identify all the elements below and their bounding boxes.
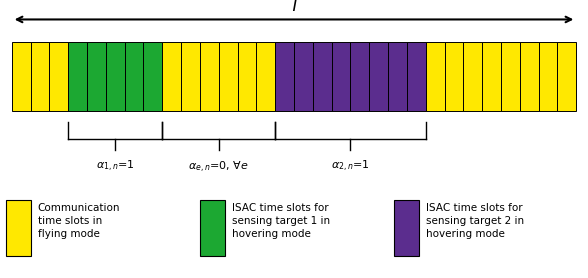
Bar: [463, 42, 482, 111]
Text: ISAC time slots for
sensing target 2 in
hovering mode: ISAC time slots for sensing target 2 in …: [426, 203, 524, 239]
Bar: [87, 42, 106, 111]
Bar: [332, 42, 350, 111]
Text: $\alpha_{1,n}$=1: $\alpha_{1,n}$=1: [96, 158, 135, 173]
Text: Communication
time slots in
flying mode: Communication time slots in flying mode: [38, 203, 120, 239]
Bar: [68, 42, 87, 111]
Bar: [501, 42, 520, 111]
Bar: [256, 42, 275, 111]
Bar: [426, 42, 445, 111]
Bar: [557, 42, 576, 111]
Bar: [143, 42, 162, 111]
Bar: [125, 42, 143, 111]
Bar: [49, 42, 68, 111]
Bar: [350, 42, 369, 111]
Text: T: T: [289, 0, 299, 14]
Text: $\alpha_{e,n}$=0, $\forall e$: $\alpha_{e,n}$=0, $\forall e$: [188, 158, 249, 175]
Bar: [407, 42, 426, 111]
Bar: [181, 42, 200, 111]
Bar: [200, 200, 225, 256]
Bar: [520, 42, 539, 111]
Bar: [369, 42, 388, 111]
Text: $\alpha_{2,n}$=1: $\alpha_{2,n}$=1: [331, 158, 370, 173]
Bar: [445, 42, 463, 111]
Text: ISAC time slots for
sensing target 1 in
hovering mode: ISAC time slots for sensing target 1 in …: [232, 203, 330, 239]
Bar: [106, 42, 125, 111]
Bar: [394, 200, 419, 256]
Bar: [12, 42, 31, 111]
Bar: [31, 42, 49, 111]
Bar: [6, 200, 31, 256]
Bar: [294, 42, 313, 111]
Bar: [539, 42, 557, 111]
Bar: [313, 42, 332, 111]
Bar: [482, 42, 501, 111]
Bar: [162, 42, 181, 111]
Bar: [275, 42, 294, 111]
Bar: [238, 42, 256, 111]
Bar: [388, 42, 407, 111]
Bar: [200, 42, 219, 111]
Bar: [219, 42, 238, 111]
